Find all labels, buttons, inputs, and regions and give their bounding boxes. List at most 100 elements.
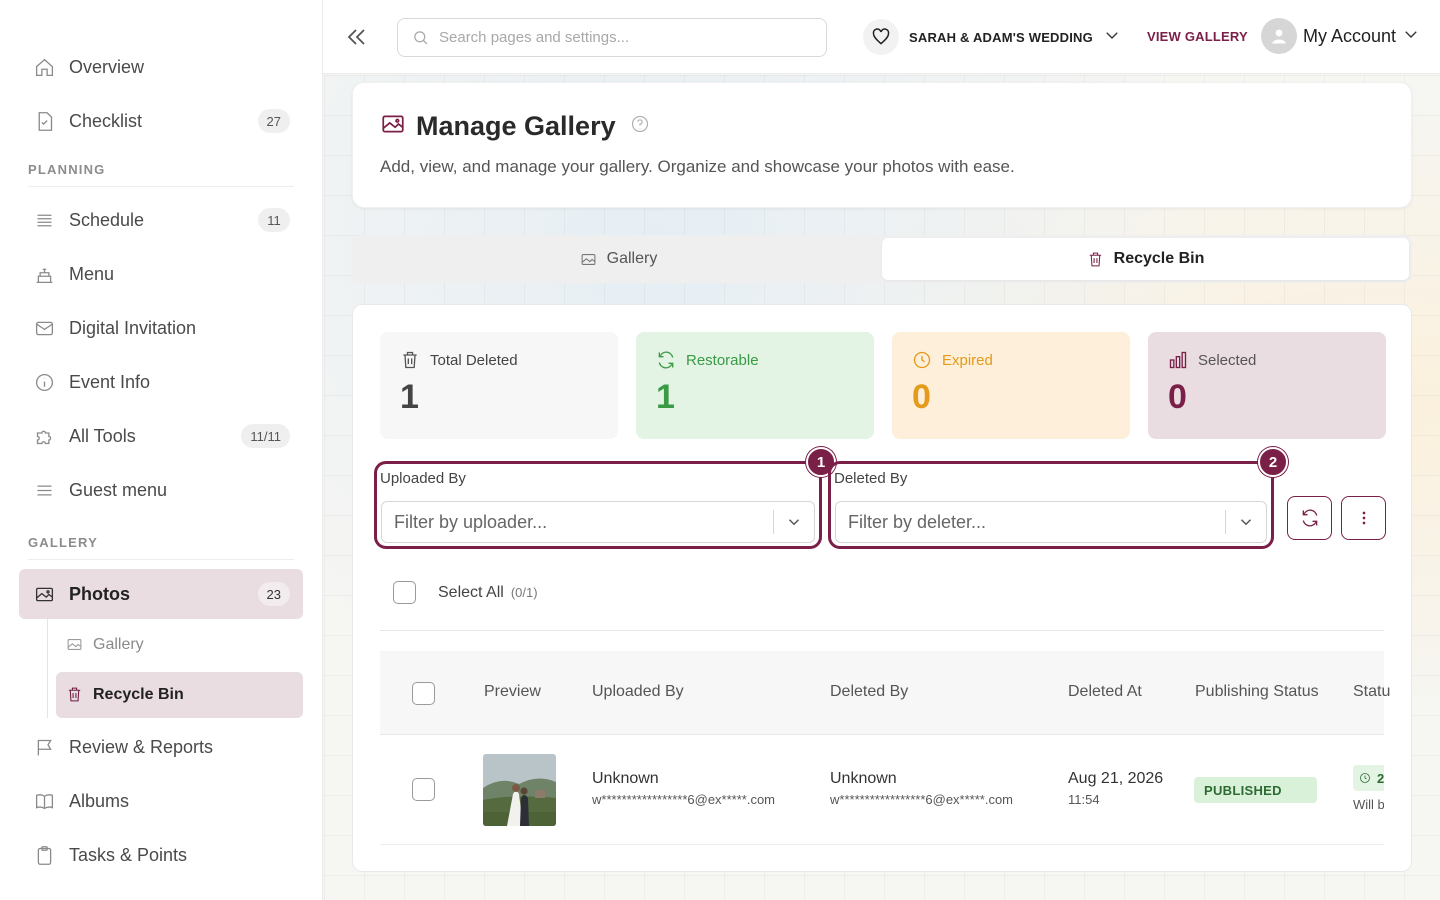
divider: [380, 630, 1384, 631]
collapse-sidebar-button[interactable]: [345, 25, 369, 49]
tab-gallery[interactable]: Gallery: [355, 238, 882, 280]
help-icon[interactable]: [630, 114, 650, 139]
cake-icon: [32, 262, 56, 286]
gallery-tabs: Gallery Recycle Bin: [352, 235, 1412, 283]
chevron-down-icon: [774, 513, 814, 531]
more-options-button[interactable]: [1341, 496, 1386, 540]
uploaded-by-filter: Uploaded By Filter by uploader... 1: [374, 447, 836, 549]
page-subtitle: Add, view, and manage your gallery. Orga…: [380, 157, 1015, 176]
sidebar-item-label: Review & Reports: [69, 736, 214, 757]
sidebar-item-schedule[interactable]: Schedule 11: [0, 193, 322, 247]
annotation-marker: 1: [806, 447, 836, 477]
search-input[interactable]: [439, 29, 799, 46]
row-checkbox[interactable]: [412, 778, 435, 801]
more-vertical-icon: [1362, 511, 1365, 525]
uploader-email: w*****************6@ex*****.com: [592, 792, 776, 807]
sidebar-item-checklist[interactable]: Checklist 27: [0, 94, 322, 148]
sidebar-item-event-info[interactable]: Event Info: [0, 355, 322, 409]
annotation-marker: 2: [1258, 447, 1288, 477]
deleted-by-select[interactable]: Filter by deleter...: [835, 501, 1267, 543]
info-icon: [32, 370, 56, 394]
account-menu[interactable]: My Account: [1261, 18, 1420, 54]
table-header: Preview Uploaded By Deleted By Deleted A…: [380, 651, 1390, 735]
column-header: Deleted By: [830, 683, 909, 700]
stat-card-expired: Expired 0: [892, 332, 1130, 439]
page-header-card: Manage Gallery Add, view, and manage you…: [352, 82, 1412, 208]
sidebar-item-albums[interactable]: Albums: [0, 774, 322, 828]
chevron-down-icon: [1396, 25, 1420, 48]
table-row[interactable]: Unknown w*****************6@ex*****.com …: [380, 735, 1384, 845]
avatar: [1261, 18, 1297, 54]
stat-label: Restorable: [686, 351, 759, 369]
search-icon: [414, 31, 428, 45]
column-header: Deleted At: [1068, 683, 1142, 700]
recycle-bin-panel: Total Deleted 1 Restorable 1 Expired 0 S…: [352, 304, 1412, 872]
column-header: Uploaded By: [592, 683, 684, 700]
image-icon: [581, 253, 596, 265]
sidebar-item-label: Digital Invitation: [69, 317, 197, 338]
separator: [1225, 510, 1226, 534]
sidebar-item-digital-invitation[interactable]: Digital Invitation: [0, 301, 322, 355]
select-placeholder: Filter by uploader...: [394, 511, 548, 532]
image-icon: [32, 582, 56, 606]
wedding-photo-image: [483, 754, 556, 826]
deleted-date: Aug 21, 2026: [1068, 770, 1164, 787]
sidebar-item-guest-menu[interactable]: Guest menu: [0, 463, 322, 517]
stat-card-total-deleted: Total Deleted 1: [380, 332, 618, 439]
event-selector[interactable]: SARAH & ADAM'S WEDDING: [863, 19, 1121, 55]
checklist-icon: [32, 109, 56, 133]
sidebar-item-all-tools[interactable]: All Tools 11/11: [0, 409, 322, 463]
sidebar-item-photos[interactable]: Photos 23: [19, 569, 303, 619]
section-label-planning: PLANNING: [28, 161, 106, 177]
stat-card-selected: Selected 0: [1148, 332, 1386, 439]
uploader-name: Unknown: [592, 770, 659, 787]
uploaded-by-select[interactable]: Filter by uploader...: [381, 501, 815, 543]
divider: [28, 186, 294, 187]
chevron-down-icon: [1226, 513, 1266, 531]
sidebar-item-label: Overview: [69, 56, 145, 77]
search-field[interactable]: [397, 18, 827, 57]
sidebar: Overview Checklist 27 PLANNING Schedule …: [0, 0, 323, 900]
refresh-button[interactable]: [1287, 496, 1332, 540]
sidebar-subitem-label: Recycle Bin: [93, 686, 184, 703]
sidebar-subitem-gallery[interactable]: Gallery: [56, 621, 303, 669]
count-badge: 11: [258, 208, 290, 232]
deleted-by-filter: Deleted By Filter by deleter... 2: [828, 447, 1288, 549]
select-all-checkbox[interactable]: [393, 581, 416, 604]
sidebar-item-review-reports[interactable]: Review & Reports: [0, 720, 322, 774]
select-all[interactable]: Select All (0/1): [393, 581, 538, 604]
photo-thumbnail[interactable]: [483, 754, 556, 826]
deleter-name: Unknown: [830, 770, 897, 787]
sidebar-item-tasks-points[interactable]: Tasks & Points: [0, 828, 322, 882]
deleter-email: w*****************6@ex*****.com: [830, 792, 1014, 807]
tab-recycle-bin[interactable]: Recycle Bin: [882, 238, 1409, 280]
sidebar-item-label: Tasks & Points: [69, 844, 188, 865]
stat-value: 0: [912, 378, 931, 416]
status-chip-value: 2: [1377, 770, 1384, 786]
double-chevron-left-icon: [347, 29, 365, 45]
sidebar-item-label: Event Info: [69, 371, 151, 392]
photos-submenu: Gallery Recycle Bin: [47, 619, 322, 718]
clock-icon: [1360, 773, 1370, 783]
column-header: Preview: [484, 683, 541, 700]
status-chip: 2: [1353, 765, 1384, 791]
header-checkbox[interactable]: [412, 682, 435, 705]
flag-icon: [32, 735, 56, 759]
clock-icon: [913, 351, 931, 369]
image-icon: [380, 111, 416, 142]
sidebar-item-overview[interactable]: Overview: [0, 40, 322, 94]
stat-value: 1: [656, 378, 675, 416]
heart-icon: [863, 19, 899, 55]
sidebar-item-label: Schedule: [69, 209, 145, 230]
sidebar-subitem-recycle-bin[interactable]: Recycle Bin: [56, 672, 303, 718]
sidebar-item-label: Checklist: [69, 110, 143, 131]
view-gallery-link[interactable]: VIEW GALLERY: [1147, 29, 1248, 44]
user-icon: [1272, 29, 1286, 44]
refresh-icon: [658, 351, 674, 369]
sidebar-item-menu[interactable]: Menu: [0, 247, 322, 301]
publishing-status-badge: PUBLISHED: [1194, 777, 1317, 803]
sidebar-item-label: Guest menu: [69, 479, 168, 500]
chevron-down-icon: [1093, 26, 1121, 49]
filter-label: Uploaded By: [380, 470, 466, 487]
clipboard-icon: [32, 843, 56, 867]
